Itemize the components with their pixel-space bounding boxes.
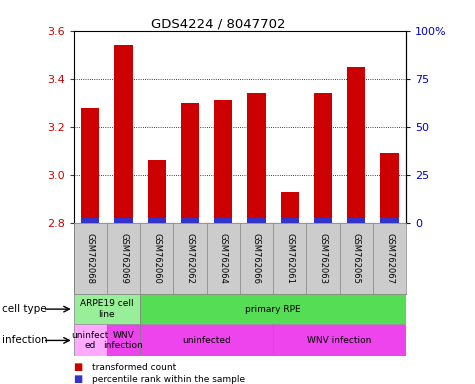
- Text: GSM762064: GSM762064: [219, 233, 228, 284]
- Bar: [214, 100, 232, 223]
- Bar: [247, 93, 266, 223]
- Text: primary RPE: primary RPE: [245, 305, 301, 314]
- Bar: [181, 218, 199, 223]
- Text: cell type: cell type: [2, 304, 47, 314]
- Text: ■: ■: [74, 374, 83, 384]
- Bar: [380, 218, 399, 223]
- Bar: [181, 103, 199, 223]
- Text: GSM762062: GSM762062: [186, 233, 194, 284]
- Bar: [314, 218, 332, 223]
- Bar: [81, 108, 99, 223]
- Bar: [81, 218, 99, 223]
- Bar: [281, 218, 299, 223]
- Bar: [140, 324, 273, 356]
- Text: GSM762067: GSM762067: [385, 233, 394, 284]
- Text: infection: infection: [2, 335, 48, 346]
- Text: ARPE19 cell
line: ARPE19 cell line: [80, 300, 133, 319]
- Text: GSM762063: GSM762063: [319, 233, 327, 284]
- Bar: [347, 67, 365, 223]
- Bar: [74, 294, 140, 324]
- Bar: [74, 324, 107, 356]
- Bar: [114, 45, 133, 223]
- Text: GSM762068: GSM762068: [86, 233, 95, 284]
- Text: GSM762061: GSM762061: [285, 233, 294, 284]
- Bar: [148, 161, 166, 223]
- Text: uninfected: uninfected: [182, 336, 231, 345]
- Bar: [107, 324, 140, 356]
- Bar: [214, 218, 232, 223]
- Bar: [114, 218, 133, 223]
- Text: ■: ■: [74, 362, 83, 372]
- Text: GSM762069: GSM762069: [119, 233, 128, 284]
- Text: transformed count: transformed count: [92, 362, 176, 372]
- Text: GDS4224 / 8047702: GDS4224 / 8047702: [151, 17, 286, 30]
- Text: WNV infection: WNV infection: [307, 336, 372, 345]
- Bar: [148, 218, 166, 223]
- Text: WNV
infection: WNV infection: [104, 331, 143, 350]
- Bar: [247, 218, 266, 223]
- Bar: [380, 153, 399, 223]
- Text: uninfect
ed: uninfect ed: [72, 331, 109, 350]
- Text: GSM762066: GSM762066: [252, 233, 261, 284]
- Bar: [140, 294, 406, 324]
- Bar: [347, 218, 365, 223]
- Text: GSM762065: GSM762065: [352, 233, 361, 284]
- Text: percentile rank within the sample: percentile rank within the sample: [92, 375, 245, 384]
- Bar: [314, 93, 332, 223]
- Bar: [273, 324, 406, 356]
- Bar: [281, 192, 299, 223]
- Text: GSM762060: GSM762060: [152, 233, 161, 284]
